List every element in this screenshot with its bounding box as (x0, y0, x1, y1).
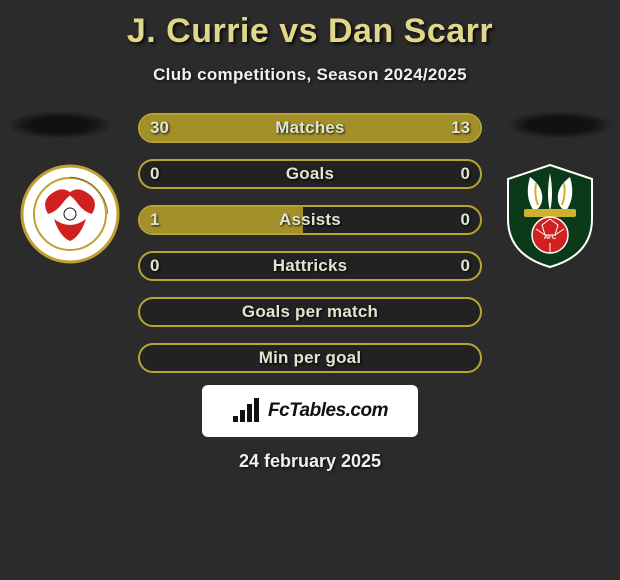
stat-bar: Goals0 0 (138, 159, 482, 189)
club-crest-left (20, 159, 120, 269)
stat-bar: Matches30 13 (138, 113, 482, 143)
branding-badge: FcTables.com (202, 385, 418, 437)
stat-bar: Assists1 0 (138, 205, 482, 235)
bar-label: Assists (140, 207, 480, 233)
bar-label: Min per goal (140, 345, 480, 371)
bar-value-right: 0 (461, 253, 470, 279)
bar-value-left: 1 (150, 207, 159, 233)
page-subtitle: Club competitions, Season 2024/2025 (0, 65, 620, 85)
bar-value-left: 30 (150, 115, 169, 141)
bar-label: Goals (140, 161, 480, 187)
bar-value-right: 13 (451, 115, 470, 141)
bar-label: Goals per match (140, 299, 480, 325)
bar-value-left: 0 (150, 253, 159, 279)
comparison-content: AFC Matches3013Goals00Assists10Hattricks… (0, 113, 620, 472)
fctables-icon (232, 398, 260, 424)
svg-text:AFC: AFC (544, 235, 557, 241)
bar-value-left: 0 (150, 161, 159, 187)
date-label: 24 february 2025 (0, 451, 620, 472)
shadow-ellipse-left (6, 111, 114, 139)
stat-bars: Matches3013Goals00Assists10Hattricks00Go… (138, 113, 482, 373)
branding-text: FcTables.com (268, 400, 388, 422)
stat-bar: Hattricks0 0 (138, 251, 482, 281)
stat-bar: Min per goal (138, 343, 482, 373)
bar-label: Matches (140, 115, 480, 141)
stat-bar: Goals per match (138, 297, 482, 327)
page-title: J. Currie vs Dan Scarr (0, 12, 620, 51)
shadow-ellipse-right (506, 111, 614, 139)
bar-value-right: 0 (461, 161, 470, 187)
bar-value-right: 0 (461, 207, 470, 233)
bar-label: Hattricks (140, 253, 480, 279)
club-crest-right: AFC (500, 159, 600, 269)
